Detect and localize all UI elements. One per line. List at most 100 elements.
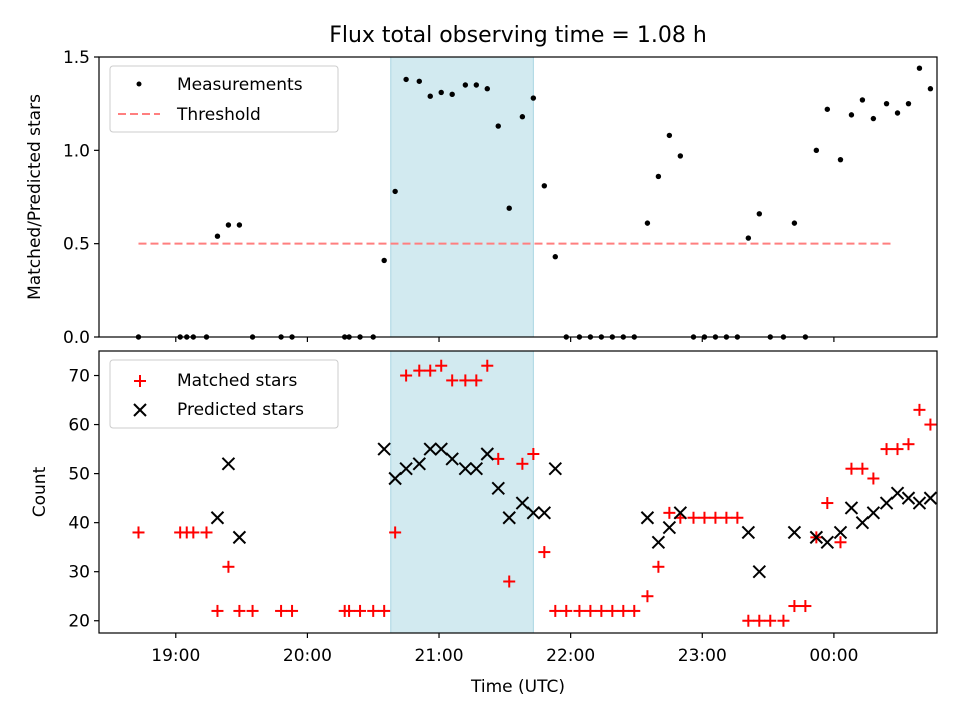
matched-star-point — [924, 418, 937, 431]
matched-star-point — [617, 604, 630, 617]
measurement-point — [745, 235, 752, 241]
predicted-star-point — [469, 461, 484, 476]
legend-matched-label: Matched stars — [177, 371, 297, 391]
measurement-point — [905, 100, 912, 107]
measurement-point — [894, 110, 901, 116]
top-legend-box — [109, 65, 339, 133]
measurement-point — [756, 211, 763, 217]
predicted-star-point — [515, 496, 530, 510]
predicted-star-point — [458, 461, 473, 476]
predicted-star-point — [809, 530, 824, 545]
predicted-star-point — [537, 506, 552, 520]
matched-star-point — [628, 604, 641, 617]
measurement-point — [438, 89, 444, 96]
predicted-star-point — [640, 511, 655, 525]
measurement-point — [666, 132, 673, 139]
matched-star-point — [663, 506, 676, 519]
matched-star-point — [595, 604, 608, 617]
matched-star-point — [845, 462, 858, 475]
predicted-star-point — [526, 506, 541, 520]
matched-star-point — [777, 614, 790, 627]
measurement-point — [495, 123, 501, 129]
legend-threshold-label: Threshold — [176, 105, 261, 125]
matched-star-point — [222, 560, 235, 573]
predicted-star-point — [673, 506, 688, 520]
predicted-star-point — [491, 481, 505, 496]
matched-star-point — [584, 604, 597, 617]
legend-measurements-label: Measurements — [177, 75, 303, 95]
x-tick-label: 22:00 — [546, 646, 595, 666]
y-tick-label: 60 — [68, 416, 90, 436]
predicted-star-point — [866, 506, 881, 520]
matched-star-point — [211, 604, 224, 617]
matched-star-point — [753, 614, 766, 627]
matched-star-point — [516, 457, 529, 470]
measurement-point — [403, 76, 409, 83]
x-tick-label: 23:00 — [678, 646, 727, 666]
predicted-star-point — [787, 525, 802, 540]
measurement-point — [236, 222, 243, 228]
predicted-star-point — [752, 564, 767, 579]
matched-star-point — [834, 536, 847, 549]
predicted-star-point — [844, 501, 859, 515]
matched-star-point — [799, 600, 812, 613]
y-tick-label: 50 — [68, 465, 90, 485]
y-tick-label: 1.0 — [63, 141, 90, 161]
matched-star-point — [538, 546, 551, 559]
matched-star-point — [856, 462, 869, 475]
matched-star-point — [503, 575, 516, 588]
measurement-point — [484, 86, 490, 92]
matched-star-point — [481, 359, 494, 372]
measurement-point — [813, 147, 820, 154]
measurement-point — [462, 82, 469, 88]
legend-measurements-marker — [136, 81, 142, 87]
predicted-star-point — [434, 442, 448, 456]
top-highlight-span-layer — [390, 56, 534, 338]
predicted-star-point — [890, 486, 905, 500]
predicted-star-point — [445, 452, 459, 466]
measurement-point — [530, 95, 537, 101]
measurement-point — [859, 97, 866, 103]
matched-star-point — [867, 472, 880, 485]
matched-star-point — [913, 403, 926, 416]
predicted-star-point — [879, 496, 894, 510]
predicted-star-point — [221, 457, 236, 471]
measurement-point — [883, 100, 890, 107]
matched-star-point — [246, 604, 259, 617]
top-axis-ticks: 0.0 0.5 1.0 1.5 — [63, 48, 835, 348]
y-tick-label: 0.0 — [63, 328, 90, 348]
matched-star-point — [652, 560, 665, 573]
measurement-point — [677, 153, 684, 159]
matched-star-point — [742, 614, 755, 627]
matched-star-point — [389, 526, 402, 539]
measurement-point — [449, 91, 455, 98]
matched-star-point — [343, 604, 356, 617]
matched-star-point — [446, 374, 459, 387]
bottom-panel: 20 30 40 50 60 70 19:00 20:00 21:00 22:00 23:00 00:… — [30, 350, 938, 697]
matched-star-point — [275, 604, 288, 617]
predicted-star-point — [399, 461, 413, 476]
matched-star-point — [891, 443, 904, 456]
bottom-plot-frame — [98, 350, 938, 634]
y-tick-label: 30 — [68, 563, 90, 583]
x-tick-label: 21:00 — [415, 646, 464, 666]
legend-predicted-marker — [133, 403, 147, 417]
matched-star-point — [764, 614, 777, 627]
measurement-point — [381, 257, 387, 264]
predicted-star-point — [502, 511, 516, 525]
legend-matched-marker — [134, 375, 146, 387]
highlight-span — [390, 56, 534, 338]
matched-star-point — [286, 604, 299, 617]
predicted-star-point — [820, 535, 835, 549]
predicted-star-point — [901, 491, 916, 505]
measurement-point — [506, 205, 512, 211]
measurement-point — [473, 82, 480, 88]
measurement-point — [416, 78, 422, 84]
measurement-point — [791, 220, 798, 226]
predicted-star-point — [423, 442, 437, 456]
matched-star-point — [687, 511, 700, 524]
predicted-star-point — [232, 530, 247, 545]
matched-star-point — [573, 604, 586, 617]
x-axis-label: Time (UTC) — [470, 677, 565, 697]
